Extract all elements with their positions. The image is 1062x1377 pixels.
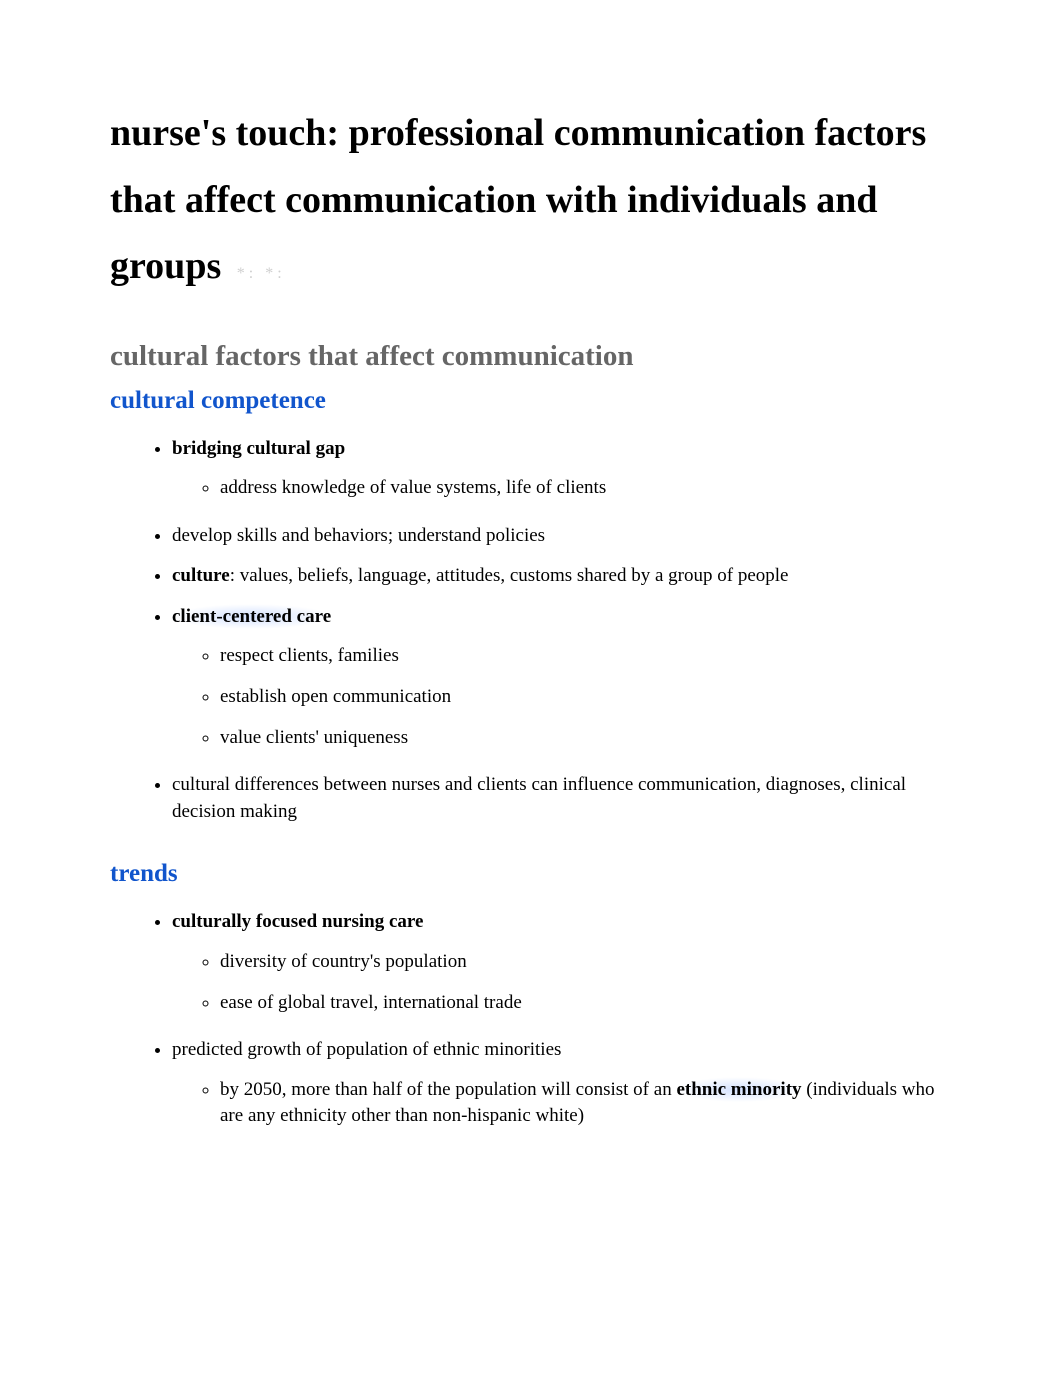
list-item: culture: values, beliefs, language, atti… xyxy=(172,556,952,597)
sub-list-item: value clients' uniqueness xyxy=(220,718,952,759)
sub-list: by 2050, more than half of the populatio… xyxy=(172,1070,952,1137)
sub-item-bold: ethnic minority xyxy=(676,1077,801,1102)
sub-list: respect clients, families establish open… xyxy=(172,636,952,758)
bullet-list: bridging cultural gap address knowledge … xyxy=(110,429,952,833)
sub-list-item: establish open communication xyxy=(220,677,952,718)
page-title: nurse's touch: professional communicatio… xyxy=(110,100,952,300)
list-item: cultural differences between nurses and … xyxy=(172,765,952,832)
title-suffix: *: *: xyxy=(237,265,286,282)
list-item-text: client-centered care xyxy=(172,604,331,629)
sub-list-item: ease of global travel, international tra… xyxy=(220,983,952,1024)
subsection-heading-cultural-competence: cultural competence xyxy=(110,387,952,415)
list-item-text: bridging cultural gap xyxy=(172,438,345,459)
section-heading: cultural factors that affect communicati… xyxy=(110,340,952,373)
list-item: culturally focused nursing care diversit… xyxy=(172,902,952,1030)
document-page: nurse's touch: professional communicatio… xyxy=(0,0,1062,1232)
sub-list-item: address knowledge of value systems, life… xyxy=(220,468,952,509)
list-item: bridging cultural gap address knowledge … xyxy=(172,429,952,516)
sub-list: diversity of country's population ease o… xyxy=(172,942,952,1023)
sub-item-pre: by 2050, more than half of the populatio… xyxy=(220,1079,676,1100)
list-item-rest: : values, beliefs, language, attitudes, … xyxy=(230,565,789,586)
title-text: nurse's touch: professional communicatio… xyxy=(110,112,926,287)
list-item: predicted growth of population of ethnic… xyxy=(172,1030,952,1144)
sub-list-item: diversity of country's population xyxy=(220,942,952,983)
list-item: develop skills and behaviors; understand… xyxy=(172,516,952,557)
list-item: client-centered care respect clients, fa… xyxy=(172,597,952,765)
list-item-text: predicted growth of population of ethnic… xyxy=(172,1039,561,1060)
list-item-prefix: culture xyxy=(172,565,230,586)
sub-list-item: respect clients, families xyxy=(220,636,952,677)
list-item-text: culturally focused nursing care xyxy=(172,911,423,932)
bullet-list: culturally focused nursing care diversit… xyxy=(110,902,952,1144)
subsection-heading-trends: trends xyxy=(110,860,952,888)
sub-list: address knowledge of value systems, life… xyxy=(172,468,952,509)
sub-list-item: by 2050, more than half of the populatio… xyxy=(220,1070,952,1137)
